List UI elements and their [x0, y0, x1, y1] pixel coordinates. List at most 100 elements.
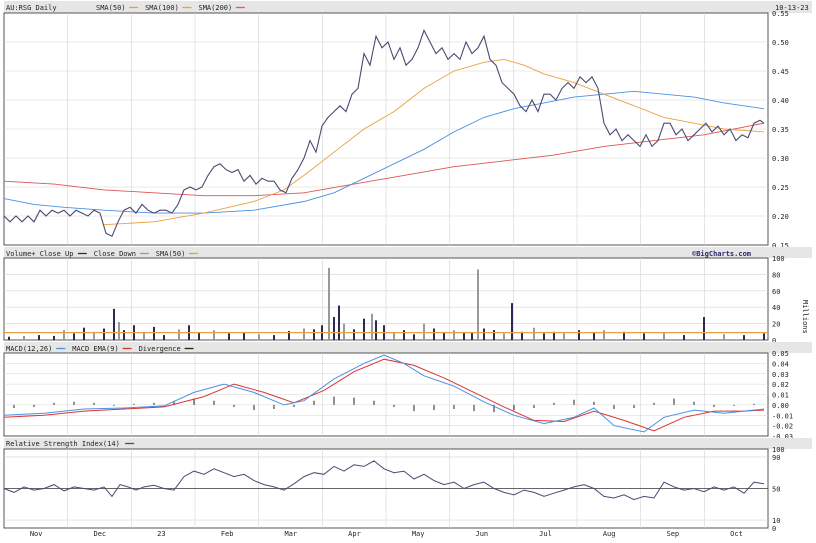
- legend-label: SMA(200): [199, 4, 233, 12]
- volume-bar: [338, 305, 340, 340]
- volume-bar: [521, 331, 523, 340]
- volume-bar: [23, 335, 25, 340]
- volume-bar: [443, 332, 445, 340]
- volume-bar: [73, 333, 75, 340]
- volume-bar: [163, 335, 165, 340]
- y-tick-label: 0.25: [772, 184, 789, 192]
- price-axis-ticks: 0.55 0.50 0.45 0.40 0.35 0.30 0.25 0.20 0.15: [772, 10, 789, 250]
- volume-bar: [578, 330, 580, 340]
- volume-bar: [493, 330, 495, 340]
- x-tick-label: May: [412, 530, 425, 538]
- x-tick-label: Sep: [667, 530, 680, 538]
- x-tick-label: Apr: [348, 530, 361, 538]
- y-tick-label: 0.45: [772, 68, 789, 76]
- volume-bar: [371, 313, 373, 340]
- y-tick-label: 0.55: [772, 10, 789, 18]
- x-tick-label: Aug: [603, 530, 616, 538]
- legend-label: MACD EMA(9): [72, 345, 118, 353]
- volume-bar: [103, 328, 105, 340]
- volume-bar: [213, 330, 215, 340]
- y-tick-label: 0.40: [772, 97, 789, 105]
- volume-bar: [743, 335, 745, 340]
- y-tick-label: 0.04: [772, 360, 789, 368]
- volume-panel-header: [4, 247, 812, 258]
- legend-label: SMA(50): [156, 250, 186, 258]
- volume-bar: [258, 334, 260, 340]
- y-tick-label: 0.50: [772, 39, 789, 47]
- volume-bar: [723, 334, 725, 340]
- x-tick-label: Jun: [476, 530, 489, 538]
- y-tick-label: 20: [772, 321, 780, 329]
- volume-bar: [403, 330, 405, 340]
- y-tick-label: 60: [772, 288, 780, 296]
- volume-bar: [503, 333, 505, 340]
- legend-label: MACD(12,26): [6, 345, 52, 353]
- volume-bar: [393, 332, 395, 340]
- volume-bar: [603, 330, 605, 340]
- volume-bar: [123, 330, 125, 340]
- volume-axis-ticks: 100 80 60 40 20 0: [772, 255, 785, 345]
- volume-bar: [433, 328, 435, 340]
- volume-bar: [483, 328, 485, 340]
- price-panel-header: [4, 1, 812, 13]
- y-tick-label: 0.00: [772, 402, 789, 410]
- y-tick-label: 0.15: [772, 242, 789, 250]
- price-title: AU:RSG Daily: [6, 4, 57, 12]
- volume-bar: [563, 333, 565, 340]
- chart-date: 10-13-23: [775, 4, 809, 12]
- volume-bar: [623, 331, 625, 340]
- macd-panel-header: [4, 342, 812, 353]
- volume-bar: [593, 332, 595, 340]
- macd-series: [3, 354, 765, 433]
- legend-label: Relative Strength Index(14): [6, 440, 120, 448]
- volume-bar: [83, 327, 85, 340]
- macd-signal-line: [3, 358, 765, 432]
- macd-legend: MACD(12,26) MACD EMA(9) Divergence: [6, 345, 194, 353]
- macd-gridlines: [4, 353, 768, 436]
- y-tick-label: 40: [772, 304, 780, 312]
- volume-bar: [8, 336, 10, 340]
- y-tick-label: 0.01: [772, 392, 789, 400]
- volume-bar: [273, 335, 275, 340]
- volume-bar: [198, 332, 200, 340]
- y-tick-label: 80: [772, 271, 780, 279]
- rsi-series: [3, 460, 765, 501]
- y-tick-label: 0.02: [772, 381, 789, 389]
- volume-gridlines: [4, 258, 768, 340]
- volume-bar: [303, 328, 305, 340]
- x-tick-label: Oct: [730, 530, 743, 538]
- rsi-line: [3, 460, 765, 501]
- y-tick-label: 90: [772, 454, 780, 462]
- sma200-line: [3, 122, 765, 197]
- volume-bar: [663, 332, 665, 340]
- volume-bar: [38, 335, 40, 340]
- sma50-line: [103, 58, 765, 226]
- price-gridlines: [4, 13, 768, 245]
- rsi-panel-header: [4, 438, 812, 449]
- y-tick-label: 0.35: [772, 126, 789, 134]
- x-tick-label: Dec: [94, 530, 107, 538]
- x-tick-label: Feb: [221, 530, 234, 538]
- volume-bar: [477, 269, 479, 340]
- x-tick-label: Jul: [539, 530, 552, 538]
- volume-bar: [63, 330, 65, 340]
- volume-bar: [353, 329, 355, 340]
- volume-bar: [153, 326, 155, 340]
- volume-bar: [543, 333, 545, 340]
- volume-series: [4, 267, 768, 340]
- y-tick-label: -0.02: [772, 423, 793, 431]
- volume-bar: [53, 335, 55, 340]
- volume-bar: [243, 332, 245, 340]
- x-axis-ticks: Nov Dec 23 Feb Mar Apr May Jun Jul Aug Sep Oct: [30, 530, 743, 538]
- volume-bar: [413, 334, 415, 340]
- volume-bar: [118, 321, 120, 340]
- volume-bar: [178, 329, 180, 340]
- macd-axis-ticks: 0.05 0.04 0.03 0.02 0.01 0.00 -0.01 -0.02 -0.03: [772, 350, 793, 441]
- legend-label: Volume+ Close Up: [6, 250, 73, 258]
- y-tick-label: 0.05: [772, 350, 789, 358]
- volume-bar: [533, 327, 535, 340]
- y-tick-label: -0.03: [772, 433, 793, 441]
- y-tick-label: 0: [772, 337, 776, 345]
